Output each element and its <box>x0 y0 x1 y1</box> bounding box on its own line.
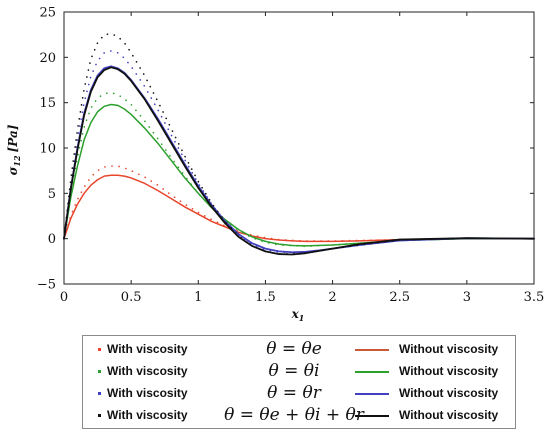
legend-marker-dotted <box>98 392 101 395</box>
legend-label-with-viscosity: With viscosity <box>107 408 188 422</box>
legend-marker-dotted <box>98 370 101 373</box>
y-tick-label: −5 <box>37 278 56 293</box>
x-tick-label: 0.5 <box>121 290 142 305</box>
legend-marker-solid <box>355 393 389 395</box>
legend-row: With viscosity θ = θr Without viscosity <box>83 383 515 404</box>
legend-marker-dotted <box>98 348 101 351</box>
legend-marker-solid <box>355 349 389 351</box>
legend-row: With viscosity θ = θe Without viscosity <box>83 339 515 360</box>
x-tick-label: 2.5 <box>389 290 410 305</box>
y-tick-label: 15 <box>39 96 56 111</box>
legend-label-without-viscosity: Without viscosity <box>399 342 499 356</box>
y-axis-label: σ12[Pa] <box>6 124 22 175</box>
series-with-viscosity-0 <box>63 165 535 242</box>
series-without-viscosity-2 <box>63 65 535 254</box>
x-tick-label: 0 <box>60 290 68 305</box>
series-without-viscosity-0 <box>63 174 535 243</box>
x-tick-label: 3.5 <box>524 290 545 305</box>
legend-marker-solid <box>355 415 389 417</box>
x-tick-label: 2 <box>328 290 336 305</box>
legend-label-without-viscosity: Without viscosity <box>399 386 499 400</box>
legend-marker-solid <box>355 371 389 373</box>
legend-row: With viscosity θ = θi Without viscosity <box>83 361 515 382</box>
legend-theta-label: θ = θr <box>267 383 321 403</box>
legend-label-without-viscosity: Without viscosity <box>399 408 499 422</box>
x-tick-label: 3 <box>463 290 471 305</box>
series-without-viscosity-3 <box>63 66 535 256</box>
legend-label-with-viscosity: With viscosity <box>107 364 188 378</box>
series-with-viscosity-3 <box>63 32 535 255</box>
legend-label-without-viscosity: Without viscosity <box>399 364 499 378</box>
series-group <box>63 32 535 256</box>
series-with-viscosity-1 <box>63 91 535 248</box>
y-tick-label: 25 <box>39 6 56 21</box>
y-tick-label: 10 <box>39 142 56 157</box>
legend-theta-label: θ = θi <box>268 361 320 381</box>
y-tick-label: 20 <box>39 51 56 66</box>
legend-row: With viscosity θ = θe + θi + θr Without … <box>83 405 515 426</box>
x-tick-label: 1 <box>194 290 202 305</box>
axis-ticks: 0 0.5 1 1.5 2 2.5 3 3.5 −5 0 5 10 15 20 25 <box>37 6 545 306</box>
series-without-viscosity-1 <box>63 103 535 247</box>
stress-chart: 0 0.5 1 1.5 2 2.5 3 3.5 −5 0 5 10 15 20 25 x1 σ12[Pa] <box>6 6 545 324</box>
legend-theta-label: θ = θe + θi + θr <box>224 405 364 425</box>
legend-label-with-viscosity: With viscosity <box>107 386 188 400</box>
legend-theta-label: θ = θe <box>266 339 322 359</box>
legend-label-with-viscosity: With viscosity <box>107 342 188 356</box>
y-tick-label: 5 <box>48 187 56 202</box>
plot-area-frame <box>63 11 535 285</box>
legend-marker-dotted <box>98 414 101 417</box>
x-tick-label: 1.5 <box>255 290 276 305</box>
series-with-viscosity-2 <box>63 50 535 254</box>
legend: With viscosity θ = θe Without viscosity … <box>82 335 516 429</box>
y-tick-label: 0 <box>48 232 56 247</box>
x-axis-label: x1 <box>291 307 305 323</box>
